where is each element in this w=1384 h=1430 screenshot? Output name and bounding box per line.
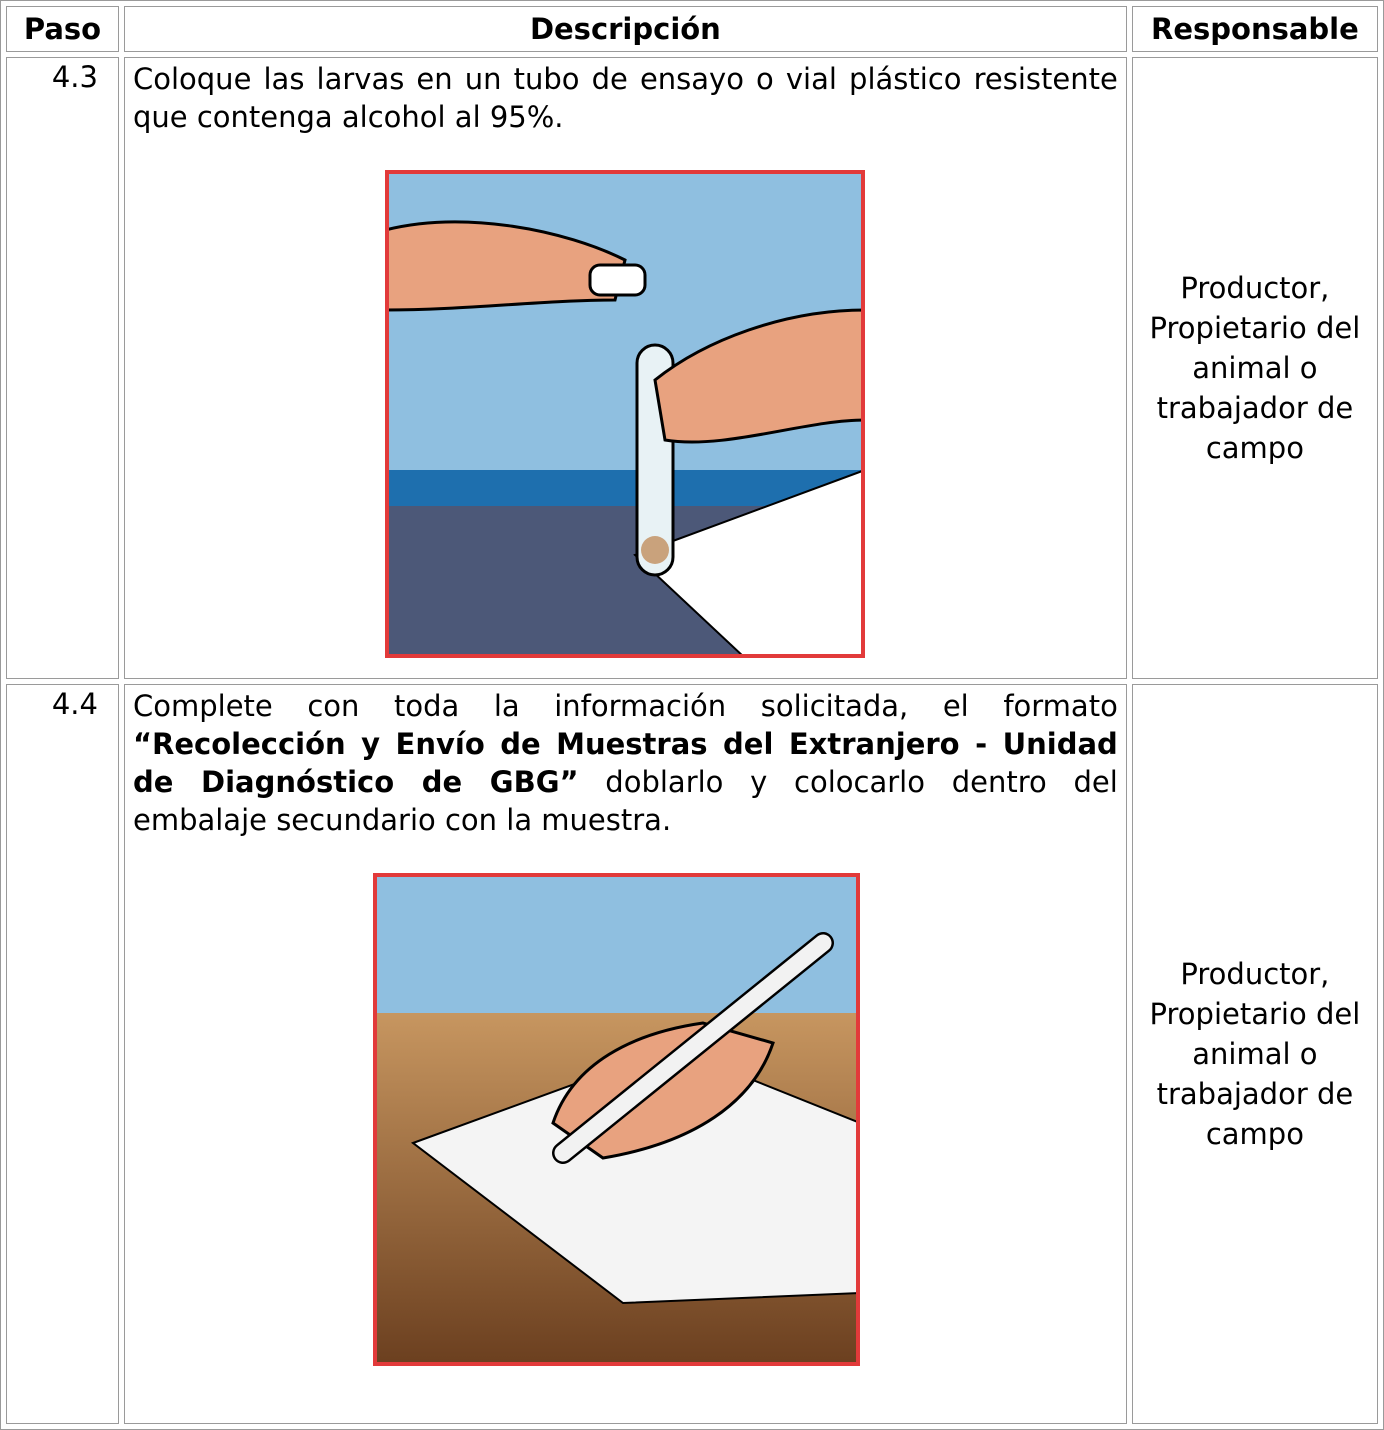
description-text: Complete con toda la información solicit… (133, 687, 1118, 839)
step: 4.4 (6, 684, 119, 1424)
header-cell: Descripción (123, 6, 1127, 52)
step: 4.3 (6, 57, 119, 679)
description: Coloque las larvas en un tubo de ensayo … (123, 57, 1127, 679)
row: 4.3 Coloque las larvas en un tubo de ens… (6, 57, 1378, 679)
header-cell: Responsable (1131, 6, 1378, 52)
illustration-test-tube (385, 170, 866, 658)
responsible: Productor, Propietario del animal o trab… (1131, 57, 1378, 679)
responsible: Productor, Propietario del animal o trab… (1131, 684, 1378, 1424)
description: Complete con toda la información solicit… (123, 684, 1127, 1424)
row: 4.4 Complete con toda la información sol… (6, 684, 1378, 1424)
text: doblarlo y colocarlo dentro del embalaje… (132, 765, 1118, 837)
description-text: Coloque las larvas en un tubo de ensayo … (132, 62, 1118, 134)
header-cell: Paso (6, 6, 119, 52)
bold-text: “Recolección y Envío de Muestras del Ext… (132, 727, 1118, 799)
text: Complete con toda la información solicit… (132, 689, 1118, 723)
header-row: Paso Descripción Responsable (6, 6, 1378, 52)
illustration-form (372, 873, 860, 1366)
